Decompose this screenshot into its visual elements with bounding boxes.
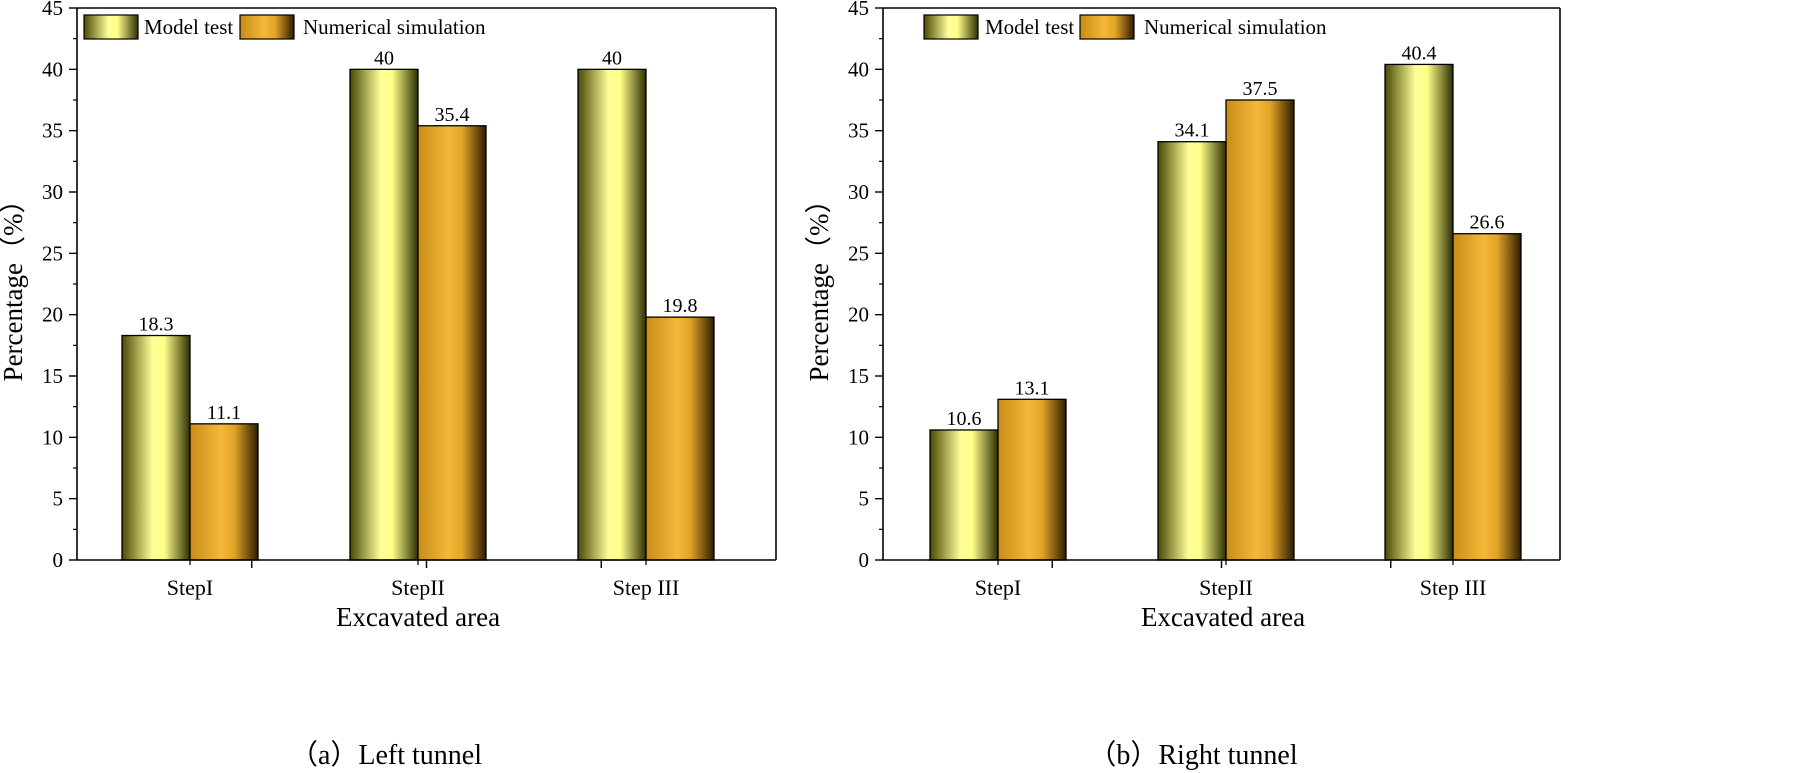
- data-label-model-test-3: 40.4: [1402, 42, 1437, 64]
- bar-model-test-1: [929, 429, 999, 561]
- bar-model-test-3: [1384, 63, 1454, 561]
- legend-label-model-test: Model test: [985, 15, 1074, 39]
- y-tick-label: 15: [42, 364, 63, 388]
- data-label-model-test-2: 40: [374, 47, 394, 69]
- bar-model-test-2: [349, 68, 419, 561]
- y-tick-label: 35: [42, 119, 63, 143]
- x-category-label: StepII: [1199, 575, 1253, 600]
- bar-group: 18.3 11.1 40 35.4 40 19.8: [121, 47, 715, 561]
- x-category-label: StepII: [391, 575, 445, 600]
- y-tick-label: 10: [42, 425, 63, 449]
- bar-numerical-simulation-3: [645, 316, 715, 561]
- legend-label-numerical-simulation: Numerical simulation: [303, 15, 486, 39]
- y-tick-label: 30: [848, 180, 869, 204]
- legend-label-numerical-simulation: Numerical simulation: [1144, 15, 1327, 39]
- y-tick-label: 5: [859, 487, 870, 511]
- y-tick-label: 10: [848, 425, 869, 449]
- bar-model-test-3: [577, 68, 647, 561]
- legend: Model test Numerical simulation: [923, 14, 1327, 40]
- panel-caption: （a）Left tunnel: [290, 739, 482, 771]
- legend-swatch-model-test: [923, 14, 979, 40]
- y-tick-label: 5: [53, 487, 64, 511]
- x-axis-title: Excavated area: [336, 602, 500, 632]
- x-category-label: Step III: [613, 575, 680, 600]
- y-axis-title: Percentage（%）: [0, 187, 28, 382]
- data-label-model-test-3: 40: [602, 47, 622, 69]
- y-axis-title: Percentage（%）: [804, 187, 834, 382]
- y-tick-label: 20: [42, 303, 63, 327]
- bar-model-test-1: [121, 334, 191, 561]
- data-label-model-test-1: 10.6: [947, 408, 982, 430]
- legend-label-model-test: Model test: [144, 15, 233, 39]
- y-tick-label: 35: [848, 119, 869, 143]
- bar-numerical-simulation-1: [189, 423, 259, 561]
- axes: 0 5 10 15 20 25 30 35 40 45 StepI StepII Step III: [42, 0, 777, 600]
- data-label-model-test-2: 34.1: [1175, 120, 1210, 142]
- y-tick-label: 0: [859, 548, 870, 572]
- axes: 0 5 10 15 20 25 30 35 40 45 StepI StepII Step III: [848, 0, 1561, 600]
- y-tick-label: 15: [848, 364, 869, 388]
- y-tick-label: 45: [848, 0, 869, 20]
- data-label-numerical-simulation-3: 26.6: [1470, 212, 1505, 234]
- data-label-model-test-1: 18.3: [139, 314, 174, 336]
- y-tick-label: 30: [42, 180, 63, 204]
- data-label-numerical-simulation-3: 19.8: [663, 295, 698, 317]
- bar-numerical-simulation-3: [1452, 233, 1522, 561]
- bar-group: 10.6 13.1 34.1 37.5 40.4 26.6: [929, 42, 1522, 561]
- y-tick-label: 25: [848, 241, 869, 265]
- bar-numerical-simulation-2: [417, 125, 487, 561]
- x-category-label: Step III: [1420, 575, 1487, 600]
- chart-panel-right-tunnel: 10.6 13.1 34.1 37.5 40.4 26.6 0 5 10 15 20 25 30 35 4…: [804, 0, 1561, 771]
- y-tick-label: 40: [848, 57, 869, 81]
- data-label-numerical-simulation-1: 11.1: [207, 402, 241, 424]
- panel-caption: （b）Right tunnel: [1088, 739, 1297, 771]
- chart-panel-left-tunnel: 18.3 11.1 40 35.4 40 19.8 0 5 10 15 20 25 30 35 40 45 S…: [0, 0, 777, 771]
- data-label-numerical-simulation-1: 13.1: [1015, 377, 1050, 399]
- legend-swatch-numerical-simulation: [1079, 14, 1135, 40]
- legend: Model test Numerical simulation: [83, 14, 486, 40]
- y-tick-label: 25: [42, 241, 63, 265]
- x-category-label: StepI: [167, 575, 213, 600]
- bar-numerical-simulation-1: [997, 398, 1067, 561]
- legend-swatch-numerical-simulation: [239, 14, 295, 40]
- data-label-numerical-simulation-2: 37.5: [1243, 78, 1278, 100]
- y-tick-label: 45: [42, 0, 63, 20]
- y-tick-label: 40: [42, 57, 63, 81]
- y-tick-label: 0: [53, 548, 64, 572]
- x-category-label: StepI: [975, 575, 1021, 600]
- bar-model-test-2: [1157, 141, 1227, 561]
- x-axis-title: Excavated area: [1141, 602, 1305, 632]
- data-label-numerical-simulation-2: 35.4: [435, 104, 470, 126]
- legend-swatch-model-test: [83, 14, 139, 40]
- bar-numerical-simulation-2: [1225, 99, 1295, 561]
- y-tick-label: 20: [848, 303, 869, 327]
